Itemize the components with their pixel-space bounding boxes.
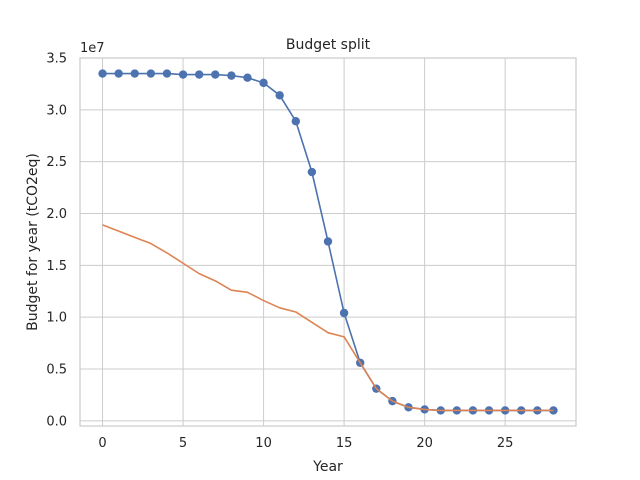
series-layer	[98, 69, 558, 415]
series-1-point	[339, 308, 349, 318]
series-line-2	[102, 224, 554, 412]
plot-frame	[79, 57, 577, 427]
y-axis-label: Budget for year (tCO2eq)	[25, 153, 41, 331]
x-tick-label: 0	[98, 436, 106, 451]
y-tick-label: 1.0	[46, 311, 67, 326]
series-1-point	[178, 70, 188, 79]
series-1-point	[259, 78, 268, 88]
series-1-point	[211, 70, 220, 79]
x-axis-label: Year	[312, 459, 343, 475]
y-tick-label: 2.0	[46, 207, 67, 222]
x-tick-label: 5	[179, 436, 187, 451]
tick-labels: 0 5 10 15 20 25 0.0 0.5 1.0 1.5 2.0 2.5 3.0 3.5	[46, 52, 513, 452]
y-tick-label: 2.5	[46, 155, 67, 170]
x-tick-label: 15	[336, 436, 353, 451]
chart-title: Budget split	[286, 37, 371, 53]
series-1-point	[307, 167, 317, 177]
series-1-point	[162, 69, 172, 78]
x-tick-label: 20	[416, 436, 433, 451]
x-tick-label: 25	[497, 436, 514, 451]
series-1-point	[275, 91, 284, 100]
series-1-point	[291, 117, 300, 126]
series-1-point	[549, 406, 558, 415]
y-axis-offset-label: 1e7	[80, 41, 105, 56]
y-tick-label: 1.5	[46, 259, 67, 274]
y-tick-label: 3.0	[46, 103, 67, 118]
series-1-point	[114, 69, 123, 78]
y-tick-label: 3.5	[46, 52, 67, 67]
series-1-point	[227, 71, 236, 80]
x-tick-label: 10	[255, 436, 272, 451]
series-1-point	[98, 69, 107, 78]
series-1-point	[323, 237, 333, 246]
series-1-point	[130, 69, 139, 78]
y-tick-label: 0.0	[46, 414, 67, 429]
series-1-point	[194, 70, 204, 79]
y-tick-label: 0.5	[46, 362, 67, 377]
series-1-point	[146, 69, 156, 78]
series-1-point	[243, 73, 252, 82]
